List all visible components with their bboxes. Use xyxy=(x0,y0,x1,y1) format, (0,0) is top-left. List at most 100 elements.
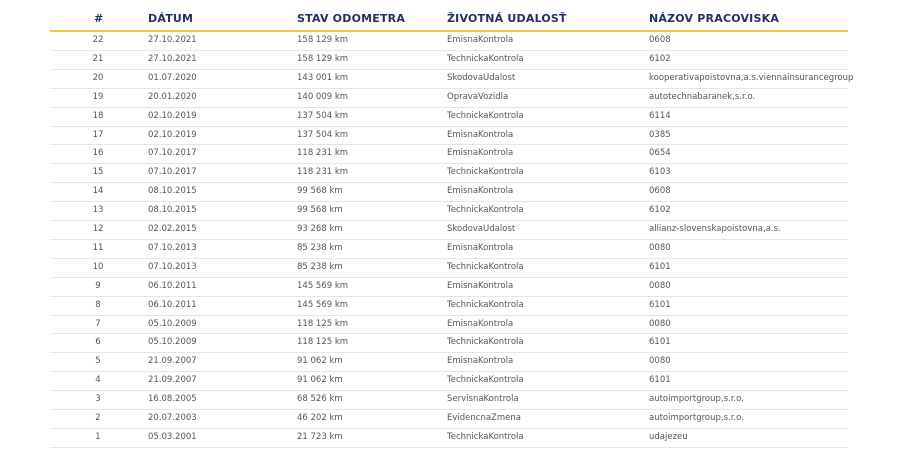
cell: TechnickaKontrola xyxy=(447,375,524,386)
row-separator xyxy=(50,427,848,429)
cell: 145 569 km xyxy=(297,280,349,291)
cell: ServisnaKontrola xyxy=(447,394,519,405)
cell: 01.07.2020 xyxy=(148,72,197,83)
row-separator xyxy=(50,276,848,278)
row-number: 11 xyxy=(92,242,104,253)
row-separator xyxy=(50,220,848,221)
cell: 21.09.2007 xyxy=(148,375,197,386)
row-number: 9 xyxy=(95,280,101,291)
cell: 06.10.2011 xyxy=(148,299,197,310)
cell: TechnickaKontrola xyxy=(447,110,524,121)
cell: 118 125 km xyxy=(297,318,349,329)
cell: 143 001 km xyxy=(297,72,349,83)
cell: EmisnaKontrola xyxy=(447,318,514,329)
cell: OpravaVozidla xyxy=(447,91,509,102)
cell: 05.10.2009 xyxy=(148,318,197,329)
cell: EmisnaKontrola xyxy=(447,242,514,253)
cell: SkodovaUdalost xyxy=(447,224,516,234)
cell: TechnickaKontrola xyxy=(447,53,524,64)
row-separator xyxy=(50,390,848,392)
cell: SkodovaUdalost xyxy=(447,72,516,83)
cell: 85 238 km xyxy=(297,261,343,272)
cell: 02.10.2019 xyxy=(148,110,197,121)
cell: 6101 xyxy=(649,299,671,310)
cell: 6101 xyxy=(649,337,671,348)
cell: 158 129 km xyxy=(297,53,349,64)
row-number: 1 xyxy=(95,431,101,442)
cell: TechnickaKontrola xyxy=(447,431,524,442)
cell: 0080 xyxy=(649,242,671,253)
cell: 145 569 km xyxy=(297,299,349,310)
cell: 05.10.2009 xyxy=(148,337,197,348)
row-separator xyxy=(50,68,848,70)
cell: TechnickaKontrola xyxy=(447,261,524,272)
cell: TechnickaKontrola xyxy=(447,167,524,178)
cell: 0608 xyxy=(649,35,671,45)
cell: 6101 xyxy=(649,261,671,272)
cell: 21 723 km xyxy=(297,431,343,442)
cell: 6102 xyxy=(649,53,671,64)
cell: autoimportgroup,s.r.o. xyxy=(649,413,744,423)
row-number: 22 xyxy=(92,35,104,45)
row-number: 5 xyxy=(95,356,101,367)
cell: EmisnaKontrola xyxy=(447,35,514,45)
cell: 46 202 km xyxy=(297,413,343,423)
cell: 07.10.2013 xyxy=(148,242,197,253)
cell: TechnickaKontrola xyxy=(447,337,524,348)
row-separator xyxy=(50,87,848,89)
cell: 02.02.2015 xyxy=(148,224,197,234)
header-underline xyxy=(50,30,848,32)
column-header: DÁTUM xyxy=(148,12,194,25)
cell: 0080 xyxy=(649,356,671,367)
cell: EmisnaKontrola xyxy=(447,186,514,197)
cell: 6103 xyxy=(649,167,671,178)
row-number: 4 xyxy=(95,375,101,386)
row-separator xyxy=(50,182,848,184)
row-number: 16 xyxy=(92,148,104,159)
cell: autotechnabaranek,s.r.o. xyxy=(649,91,756,102)
cell: TechnickaKontrola xyxy=(447,205,524,216)
row-separator xyxy=(50,106,848,108)
row-separator xyxy=(50,446,848,448)
cell: EmisnaKontrola xyxy=(447,280,514,291)
cell: 20.07.2003 xyxy=(148,413,197,423)
row-number: 14 xyxy=(92,186,104,197)
cell: 05.03.2001 xyxy=(148,431,197,442)
cell: EmisnaKontrola xyxy=(447,148,514,159)
cell: 0385 xyxy=(649,129,671,140)
row-separator xyxy=(50,295,848,297)
row-number: 13 xyxy=(92,205,104,216)
cell: TechnickaKontrola xyxy=(447,299,524,310)
cell: 27.10.2021 xyxy=(148,53,197,64)
row-separator xyxy=(50,371,848,373)
cell: 07.10.2017 xyxy=(148,148,197,159)
cell: 85 238 km xyxy=(297,242,343,253)
cell: allianz-slovenskapoistovna,a.s. xyxy=(649,224,781,234)
cell: EvidencnaZmena xyxy=(447,413,521,423)
cell: 99 568 km xyxy=(297,205,343,216)
row-separator xyxy=(50,238,848,240)
cell: 0608 xyxy=(649,186,671,197)
row-separator xyxy=(50,144,848,146)
cell: 158 129 km xyxy=(297,35,349,45)
row-number: 10 xyxy=(92,261,104,272)
cell: 08.10.2015 xyxy=(148,186,197,197)
cell: EmisnaKontrola xyxy=(447,129,514,140)
row-separator xyxy=(50,352,848,354)
row-number: 18 xyxy=(92,110,104,121)
cell: 6102 xyxy=(649,205,671,216)
cell: 6101 xyxy=(649,375,671,386)
cell: 91 062 km xyxy=(297,356,343,367)
cell: autoimportgroup,s.r.o. xyxy=(649,394,744,405)
cell: 08.10.2015 xyxy=(148,205,197,216)
row-separator xyxy=(50,333,848,335)
row-number: 6 xyxy=(95,337,101,348)
cell: 16.08.2005 xyxy=(148,394,197,405)
cell: 118 125 km xyxy=(297,337,349,348)
cell: 07.10.2013 xyxy=(148,261,197,272)
row-separator xyxy=(50,257,848,259)
cell: 21.09.2007 xyxy=(148,356,197,367)
cell: 91 062 km xyxy=(297,375,343,386)
cell: 0080 xyxy=(649,318,671,329)
